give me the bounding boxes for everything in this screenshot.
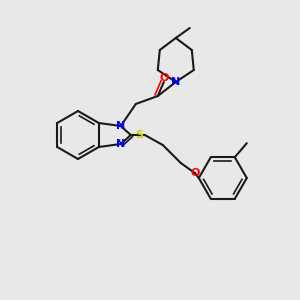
Text: O: O xyxy=(190,168,200,178)
Text: O: O xyxy=(159,73,169,83)
Text: N: N xyxy=(116,139,125,149)
Text: N: N xyxy=(171,77,180,87)
Text: N: N xyxy=(116,121,125,131)
Text: S: S xyxy=(135,130,143,140)
